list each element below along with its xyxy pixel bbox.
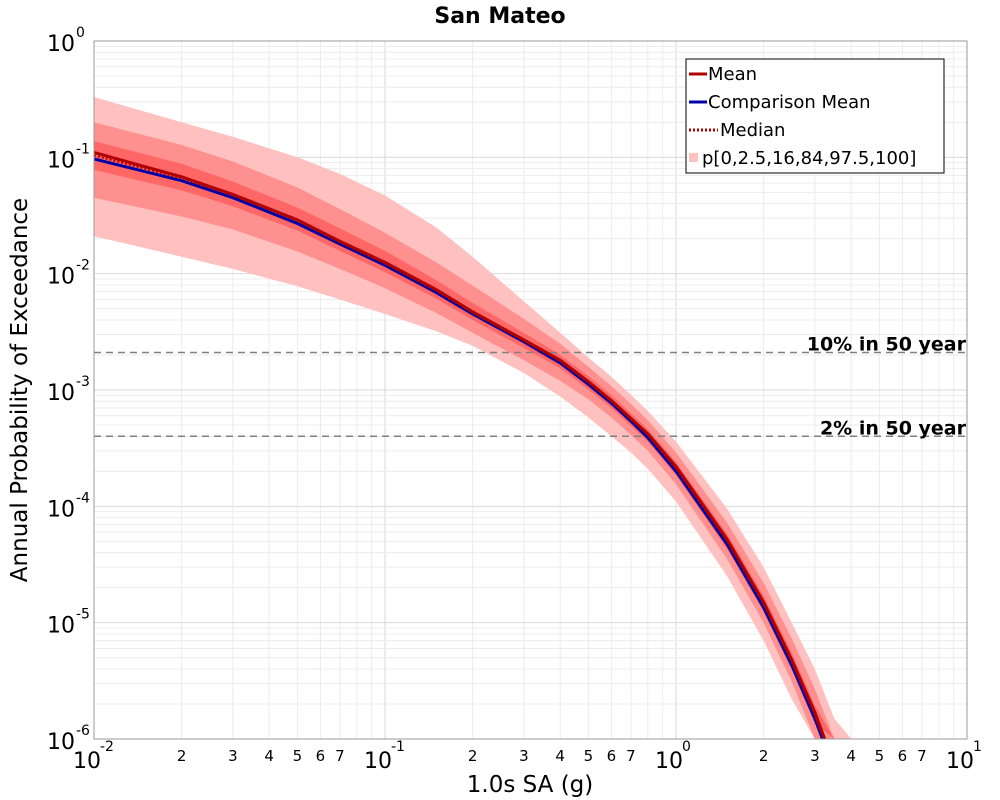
legend-label-mean: Mean [708, 64, 757, 85]
y-tick-label: 10 [47, 730, 75, 755]
reference-line-label: 10% in 50 year [807, 334, 967, 356]
x-minor-tick-label: 7 [335, 747, 345, 765]
y-tick-label: 10 [47, 148, 75, 173]
y-tick-label-exponent: -6 [76, 723, 90, 739]
x-minor-tick-label: 3 [228, 747, 238, 765]
x-minor-tick-label: 2 [759, 747, 769, 765]
x-tick-label-exponent: 0 [682, 739, 691, 755]
x-tick-label: 10 [364, 749, 392, 774]
band-p0-p100 [94, 97, 852, 739]
x-minor-tick-label: 5 [293, 747, 303, 765]
x-minor-tick-label: 6 [898, 747, 908, 765]
y-axis-label: Annual Probability of Exceedance [7, 198, 33, 582]
x-minor-tick-label: 4 [555, 747, 565, 765]
x-tick-label: 10 [946, 749, 974, 774]
y-tick-label: 10 [47, 32, 75, 57]
y-tick-label: 10 [47, 614, 75, 639]
y-tick-label-exponent: -2 [76, 258, 90, 274]
y-tick-label: 10 [47, 381, 75, 406]
percentile-bands [94, 97, 852, 739]
legend-label-median: Median [720, 120, 785, 141]
y-tick-label-exponent: -4 [76, 490, 90, 506]
y-tick-label: 10 [47, 265, 75, 290]
reference-lines: 10% in 50 year 2% in 50 year [94, 334, 967, 439]
legend-box [685, 58, 945, 174]
x-tick-label: 10 [73, 749, 101, 774]
x-tick-label: 10 [655, 749, 683, 774]
x-minor-tick-label: 7 [626, 747, 636, 765]
x-tick-label-exponent: 1 [973, 739, 982, 755]
series-lines [94, 151, 827, 739]
x-minor-tick-label: 5 [875, 747, 885, 765]
x-minor-tick-label: 6 [607, 747, 617, 765]
x-minor-tick-label: 3 [519, 747, 529, 765]
x-minor-tick-label: 4 [846, 747, 856, 765]
y-tick-label-exponent: -3 [76, 374, 90, 390]
legend-label-bands: p[0,2.5,16,84,97.5,100] [702, 148, 916, 169]
chart-title: San Mateo [434, 4, 565, 29]
legend: Mean Comparison Mean Median p[0,2.5,16,8… [685, 58, 945, 174]
x-minor-tick-label: 2 [468, 747, 478, 765]
x-minor-tick-label: 5 [584, 747, 594, 765]
y-tick-label-exponent: 0 [76, 25, 85, 41]
series-line-comparison-mean [94, 157, 825, 739]
x-tick-label-exponent: -1 [391, 739, 405, 755]
series-line-median [94, 154, 825, 739]
x-minor-tick-label: 6 [316, 747, 326, 765]
x-axis-label: 1.0s SA (g) [467, 772, 594, 798]
reference-line-label: 2% in 50 year [820, 417, 967, 439]
x-minor-tick-label: 7 [917, 747, 927, 765]
y-tick-label: 10 [47, 497, 75, 522]
y-tick-label-exponent: -5 [76, 607, 90, 623]
y-tick-label-exponent: -1 [76, 141, 90, 157]
plot-frame [93, 40, 968, 740]
x-minor-tick-label: 2 [177, 747, 187, 765]
x-minor-tick-label: 4 [264, 747, 274, 765]
x-tick-label-exponent: -2 [100, 739, 114, 755]
legend-label-comparison-mean: Comparison Mean [708, 92, 871, 113]
x-minor-tick-label: 3 [810, 747, 820, 765]
legend-swatch-bands [689, 153, 698, 162]
